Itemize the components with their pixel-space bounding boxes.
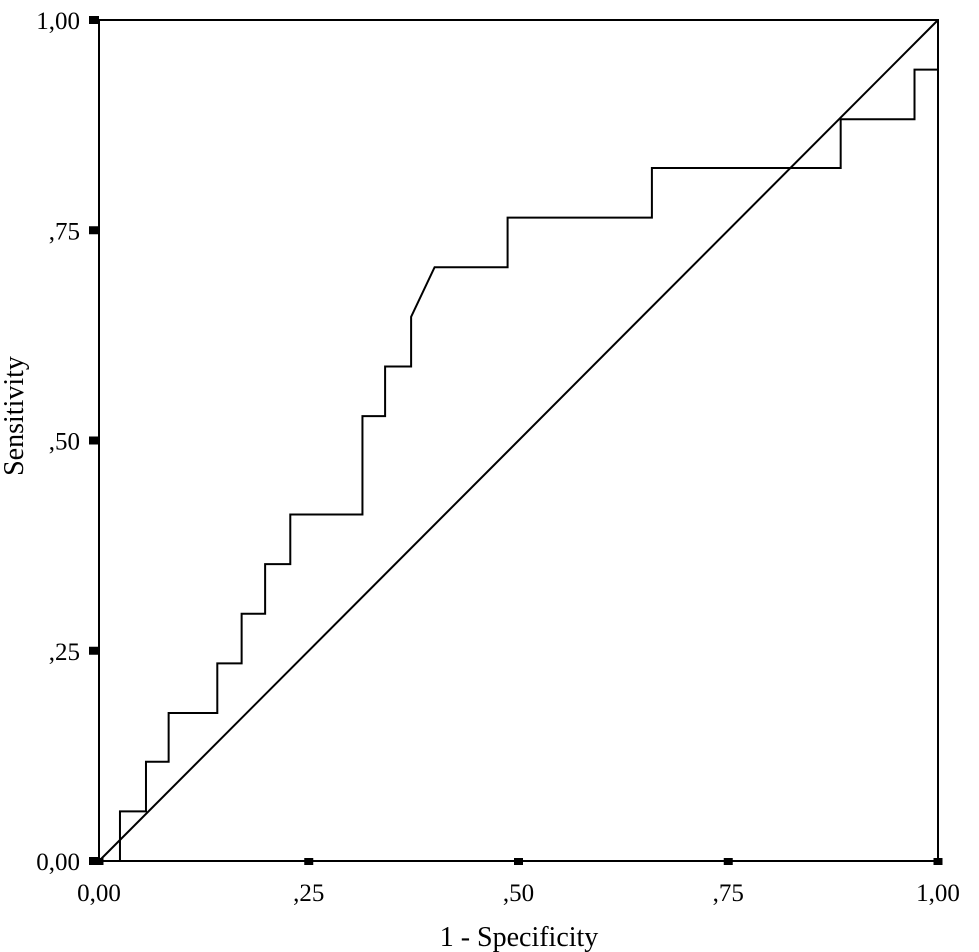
- y-tick-mark: [89, 226, 99, 235]
- x-tick-label: ,75: [713, 880, 744, 907]
- x-tick-mark: [514, 858, 523, 865]
- y-tick-label: ,75: [49, 218, 80, 245]
- y-tick-mark: [89, 857, 99, 865]
- y-axis-label: Sensitivity: [0, 356, 30, 476]
- y-tick-label: 0,00: [36, 849, 80, 876]
- x-tick-label: 0,00: [77, 880, 121, 907]
- y-tick-label: ,25: [49, 639, 80, 666]
- x-tick-label: ,25: [293, 880, 324, 907]
- x-axis-ticks: 0,00 ,25 ,50 ,75 1,00: [77, 858, 960, 907]
- x-tick-label: ,50: [503, 880, 534, 907]
- x-axis-label: 1 - Specificity: [440, 922, 599, 952]
- y-tick-mark: [89, 646, 99, 655]
- x-tick-mark: [933, 858, 943, 865]
- y-tick-label: 1,00: [36, 8, 80, 35]
- x-tick-mark: [723, 858, 733, 865]
- y-axis-ticks: 0,00 ,25 ,50 ,75 1,00: [36, 8, 99, 876]
- y-tick-mark: [89, 436, 99, 445]
- reference-diagonal-line: [98, 19, 939, 862]
- roc-curve-line: [99, 20, 939, 862]
- series-layer: [98, 19, 939, 862]
- y-tick-label: ,50: [49, 429, 80, 456]
- x-tick-mark: [304, 858, 314, 865]
- y-tick-mark: [89, 16, 99, 24]
- x-tick-label: 1,00: [916, 880, 960, 907]
